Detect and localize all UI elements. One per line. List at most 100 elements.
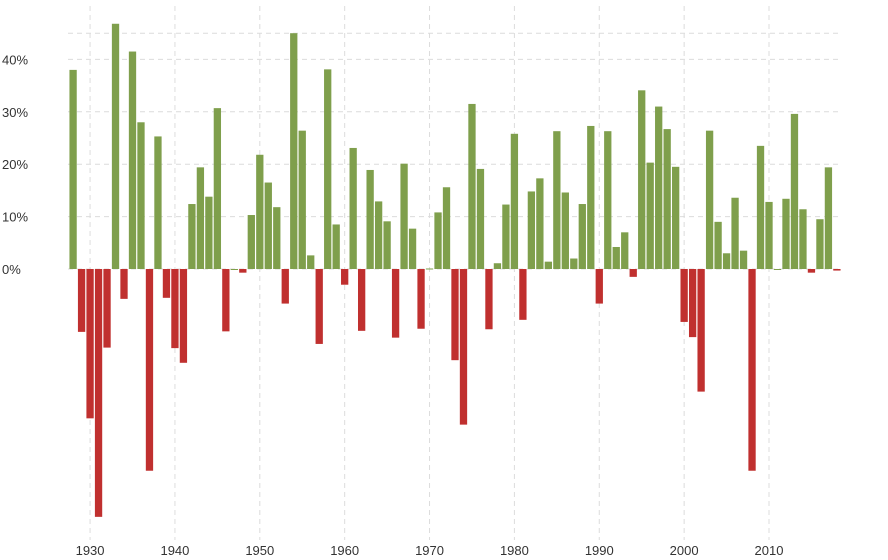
bar-2000: [680, 269, 688, 322]
bar-2013: [790, 113, 799, 269]
bar-1976: [476, 168, 485, 269]
bar-2002: [697, 269, 705, 392]
y-tick-label: 40%: [2, 52, 28, 67]
bar-1990: [595, 269, 603, 304]
bar-2004: [714, 221, 722, 269]
bar-1987: [570, 258, 578, 269]
bar-1966: [391, 269, 400, 338]
bar-1960: [341, 269, 349, 285]
bar-1932: [103, 269, 111, 348]
bar-2009: [756, 145, 765, 269]
y-tick-label: 0%: [2, 262, 21, 277]
bar-2018: [833, 269, 841, 271]
bar-1983: [536, 178, 544, 269]
bar-1956: [307, 255, 315, 269]
bar-1991: [604, 131, 612, 269]
x-tick-label: 1950: [245, 543, 274, 558]
bar-1952: [273, 207, 281, 269]
bar-2016: [816, 219, 824, 269]
bar-1933: [111, 23, 120, 269]
bar-1978: [493, 263, 502, 269]
bar-2017: [824, 167, 833, 269]
gridlines: [68, 6, 842, 540]
bar-1981: [519, 269, 527, 320]
bar-1931: [94, 269, 103, 517]
bar-1951: [264, 182, 272, 269]
bar-1999: [672, 166, 680, 269]
bar-1997: [655, 106, 663, 269]
bar-2011: [773, 269, 782, 270]
x-tick-label: 1970: [415, 543, 444, 558]
bar-2003: [705, 130, 714, 269]
bar-2001: [688, 269, 697, 338]
bar-1979: [502, 204, 510, 269]
bar-1958: [324, 69, 332, 269]
bar-1994: [629, 269, 637, 277]
bar-1950: [256, 154, 264, 269]
bar-2006: [731, 197, 739, 269]
bar-1971: [434, 212, 442, 269]
y-tick-label: 20%: [2, 157, 28, 172]
bar-1945: [213, 108, 222, 269]
bar-1954: [290, 33, 298, 270]
bar-1974: [459, 269, 468, 425]
bar-1975: [468, 103, 476, 269]
bar-1939: [162, 269, 171, 298]
bar-1957: [315, 269, 323, 344]
bar-1942: [188, 204, 196, 269]
bar-2008: [748, 269, 756, 471]
bar-1953: [281, 269, 289, 304]
bar-1962: [357, 269, 366, 331]
bar-1984: [544, 261, 553, 269]
bar-1977: [485, 269, 493, 330]
bar-1941: [179, 269, 188, 363]
bar-1944: [205, 196, 213, 269]
bar-1949: [247, 215, 255, 269]
x-tick-label: 2000: [670, 543, 699, 558]
bar-1995: [638, 90, 646, 269]
bar-1969: [417, 269, 425, 329]
bar-2012: [782, 198, 790, 269]
bar-2014: [799, 209, 807, 269]
y-tick-label: 10%: [2, 210, 28, 225]
bars: [69, 23, 841, 517]
bar-1985: [553, 131, 561, 269]
bar-1937: [145, 269, 154, 471]
y-tick-label: 30%: [2, 105, 28, 120]
bar-1967: [400, 163, 408, 269]
bar-1973: [451, 269, 459, 361]
bar-2015: [807, 269, 816, 273]
bar-1993: [621, 232, 629, 269]
bar-1970: [425, 268, 434, 270]
bar-1998: [663, 129, 671, 269]
bar-1955: [298, 130, 306, 269]
bar-1989: [587, 125, 595, 269]
bar-1938: [154, 136, 162, 269]
bar-1968: [408, 228, 417, 269]
bar-1996: [646, 162, 654, 269]
bar-1934: [120, 269, 128, 299]
bar-1940: [171, 269, 179, 349]
tick-labels: 0% 10% 20% 30% 40% 1930 1940 1950 1960 1970 1980 19…: [2, 52, 783, 558]
bar-1929: [77, 269, 86, 332]
bar-1972: [442, 187, 451, 269]
bar-2010: [765, 201, 773, 269]
x-tick-label: 2010: [755, 543, 784, 558]
bar-1946: [222, 269, 230, 332]
x-tick-label: 1940: [160, 543, 189, 558]
bar-1961: [349, 147, 357, 269]
bar-1959: [332, 224, 340, 269]
x-tick-label: 1960: [330, 543, 359, 558]
bar-1943: [196, 167, 205, 269]
bar-1947: [230, 269, 238, 270]
x-tick-label: 1930: [76, 543, 105, 558]
bar-1982: [527, 191, 536, 269]
x-tick-label: 1990: [585, 543, 614, 558]
bar-2007: [739, 250, 748, 269]
bar-1992: [612, 246, 620, 269]
bar-1986: [561, 192, 569, 269]
x-tick-label: 1980: [500, 543, 529, 558]
bar-2005: [722, 253, 731, 269]
bar-1980: [510, 133, 519, 269]
